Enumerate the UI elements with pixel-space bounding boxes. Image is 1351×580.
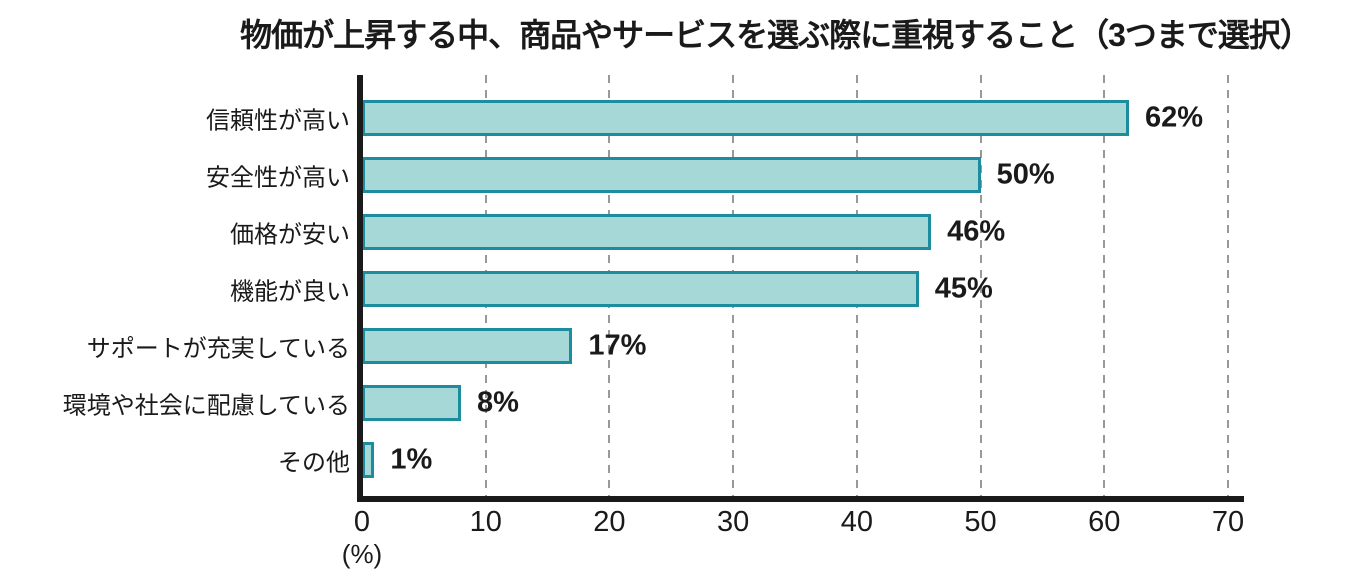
bar-3 (362, 214, 932, 251)
x-tick-label-60: 60 (1088, 506, 1121, 538)
category-label-5: サポートが充実している (86, 335, 350, 363)
gridline-50 (979, 75, 982, 496)
x-tick-label-70: 70 (1211, 506, 1245, 538)
x-tick-label-10: 10 (469, 506, 502, 538)
y-axis-line (357, 75, 363, 502)
x-tick-label-0: 0 (353, 506, 371, 538)
bar-2 (362, 157, 981, 194)
category-label-1: 信頼性が高い (206, 107, 350, 135)
category-label-7: その他 (278, 449, 350, 477)
value-label-4: 45% (934, 272, 993, 305)
chart-title: 物価が上昇する中、商品やサービスを選ぶ際に重視すること（3つまで選択） (240, 17, 1312, 53)
bar-6 (362, 384, 461, 421)
bar-1 (362, 100, 1130, 137)
value-label-5: 17% (588, 329, 647, 362)
bar-4 (362, 271, 919, 307)
x-tick-label-30: 30 (717, 506, 750, 538)
category-label-6: 環境や社会に配慮している (62, 392, 350, 420)
value-label-2: 50% (996, 158, 1055, 191)
x-axis-line (357, 496, 1244, 502)
x-tick-label-20: 20 (593, 506, 626, 538)
gridline-70 (1227, 75, 1229, 496)
plot-area: 62% 50% 46% 45% 17% 8% 1% (357, 75, 1244, 502)
value-label-7: 1% (390, 443, 433, 476)
category-label-2: 安全性が高い (206, 164, 350, 192)
value-label-6: 8% (476, 386, 519, 419)
x-axis-unit-label: (%) (341, 539, 383, 569)
bar-5 (362, 327, 573, 364)
x-axis-tick-labels: 0 10 20 30 40 50 60 70 (0, 506, 1351, 546)
gridline-60 (1103, 75, 1106, 496)
x-tick-label-50: 50 (964, 506, 997, 538)
category-axis-labels: 信頼性が高い 安全性が高い価格が安い機能が良いサポートが充実している環境や社会に配… (0, 90, 350, 488)
x-tick-label-40: 40 (840, 506, 873, 538)
bar-7 (362, 441, 375, 478)
value-label-1: 62% (1145, 101, 1204, 134)
value-label-3: 46% (947, 215, 1006, 248)
category-label-3: 価格が安い (230, 221, 350, 249)
category-label-4: 機能が良い (230, 278, 350, 306)
